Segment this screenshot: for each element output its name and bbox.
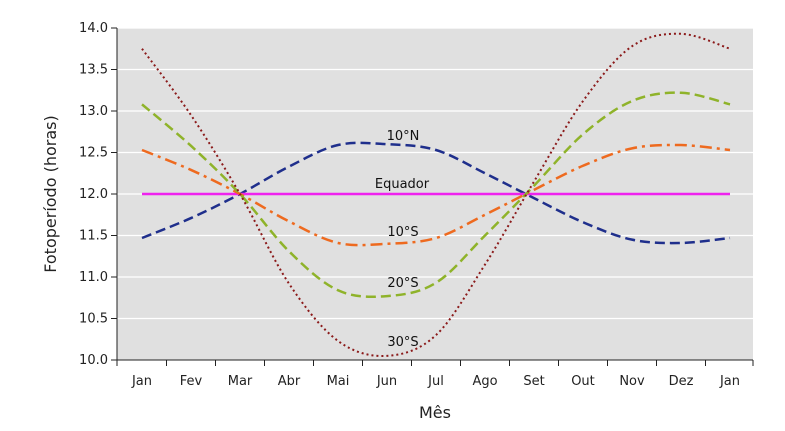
x-tick-label: Jun	[376, 374, 397, 389]
label-30s: 30°S	[387, 335, 418, 350]
x-tick-label: Mar	[228, 374, 253, 389]
y-tick-label: 11.5	[79, 229, 108, 244]
x-tick-label: Jan	[131, 374, 152, 389]
label-10n: 10°N	[387, 129, 420, 144]
y-tick-label: 12.0	[79, 187, 108, 202]
x-tick-label: Fev	[180, 374, 203, 389]
y-ticks: 10.0 10.5 11.0 11.5 12.0 12.5 13.0 13.5 14.0	[79, 21, 117, 368]
x-axis-title: Mês	[419, 403, 451, 422]
y-tick-label: 12.5	[79, 146, 108, 161]
x-ticks: Jan Fev Mar Abr Mai Jun Jul Ago Set Out Nov Dez Jan	[116, 360, 754, 389]
y-axis-title: Fotoperíodo (horas)	[41, 115, 60, 272]
y-tick-label: 11.0	[79, 270, 108, 285]
x-tick-label: Jan	[719, 374, 740, 389]
y-tick-label: 14.0	[79, 21, 108, 36]
x-tick-label: Dez	[669, 374, 694, 389]
x-tick-label: Abr	[278, 374, 301, 389]
x-tick-label: Out	[571, 374, 595, 389]
y-tick-label: 13.0	[79, 104, 108, 119]
y-tick-label: 13.5	[79, 63, 108, 78]
x-tick-label: Ago	[472, 374, 497, 389]
series-lines	[141, 32, 731, 357]
x-tick-label: Nov	[619, 374, 645, 389]
y-tick-label: 10.5	[79, 312, 108, 327]
series-line-4	[141, 32, 731, 357]
series-labels: 10°N Equador 10°S 20°S 30°S	[375, 129, 430, 350]
x-tick-label: Mai	[327, 374, 350, 389]
x-tick-label: Set	[523, 374, 544, 389]
label-10s: 10°S	[387, 225, 418, 240]
label-20s: 20°S	[387, 276, 418, 291]
y-tick-label: 10.0	[79, 353, 108, 368]
x-tick-label: Jul	[427, 374, 444, 389]
label-equador: Equador	[375, 177, 430, 192]
